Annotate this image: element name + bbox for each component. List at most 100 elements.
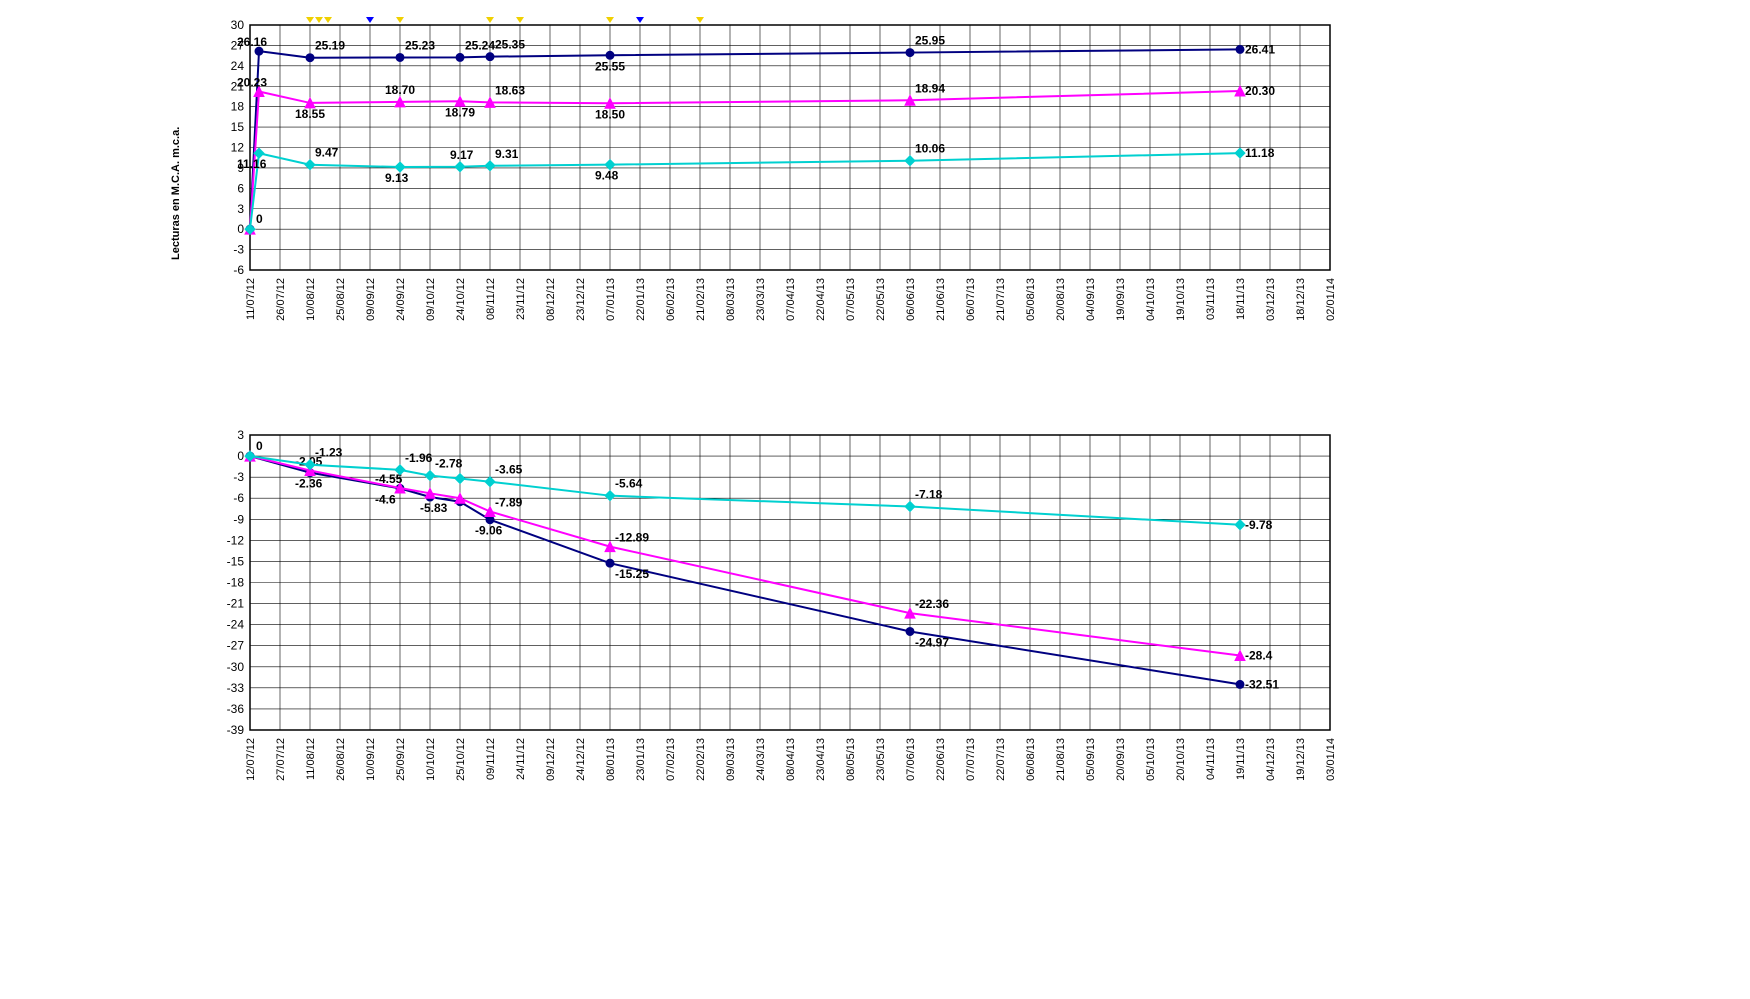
data-point-label: -5.83: [420, 501, 448, 515]
chart-1-svg: -6-303691215182124273011/07/1226/07/1210…: [200, 10, 1400, 340]
x-tick-label: 06/08/13: [1025, 738, 1037, 781]
y-tick-label: 18: [231, 100, 245, 114]
data-point-label: 9.47: [315, 146, 339, 160]
x-tick-label: 08/05/13: [845, 738, 857, 781]
x-tick-label: 23/11/12: [515, 278, 527, 320]
x-tick-label: 10/08/12: [305, 278, 317, 321]
y-tick-label: -9: [233, 512, 244, 526]
x-tick-label: 19/12/13: [1295, 738, 1307, 781]
x-tick-label: 04/09/13: [1085, 278, 1097, 321]
x-tick-label: 11/07/12: [245, 278, 257, 320]
data-point-label: 25.95: [915, 34, 945, 48]
x-tick-label: 10/10/12: [425, 738, 437, 781]
x-tick-label: 05/08/13: [1025, 278, 1037, 321]
y-tick-label: -3: [233, 470, 244, 484]
y-tick-label: 6: [237, 181, 244, 195]
y-tick-label: -6: [233, 491, 244, 505]
chart1-y-axis-label: Lecturas en M.C.A. m.c.a.: [170, 127, 182, 260]
x-tick-label: 07/06/13: [905, 738, 917, 781]
x-tick-label: 10/09/12: [365, 738, 377, 781]
data-point-label: 20.23: [237, 75, 267, 89]
chart-2-svg: -39-36-33-30-27-24-21-18-15-12-9-6-30312…: [200, 420, 1400, 800]
data-point-label: 18.94: [915, 81, 945, 95]
x-tick-label: 18/11/13: [1235, 278, 1247, 320]
x-tick-label: 19/11/13: [1235, 738, 1247, 780]
data-point-label: 11.16: [237, 157, 267, 171]
x-tick-label: 25/10/12: [455, 738, 467, 781]
x-tick-label: 25/09/12: [395, 738, 407, 781]
y-tick-label: 3: [237, 428, 244, 442]
x-tick-label: 23/05/13: [875, 738, 887, 781]
x-tick-label: 04/11/13: [1205, 738, 1217, 780]
data-point-label: -1.96: [405, 451, 433, 465]
x-tick-label: 21/07/13: [995, 278, 1007, 321]
x-tick-label: 24/09/12: [395, 278, 407, 321]
x-tick-label: 22/07/13: [995, 738, 1007, 781]
data-point-label: -24.97: [915, 635, 949, 649]
data-point-label: -7.89: [495, 495, 523, 509]
y-tick-label: 3: [237, 202, 244, 216]
top-marker-icon: [486, 17, 494, 23]
x-tick-label: 21/02/13: [695, 278, 707, 321]
x-tick-label: 07/05/13: [845, 278, 857, 321]
data-point-label: -9.78: [1245, 518, 1273, 532]
x-tick-label: 08/01/13: [605, 738, 617, 781]
x-tick-label: 19/09/13: [1115, 278, 1127, 321]
x-tick-label: 07/07/13: [965, 738, 977, 781]
y-tick-label: -39: [227, 723, 245, 737]
y-tick-label: -24: [227, 618, 245, 632]
x-tick-label: 03/01/14: [1325, 738, 1337, 781]
x-tick-label: 09/10/12: [425, 278, 437, 321]
data-point-label: 18.63: [495, 83, 525, 97]
data-point-label: 25.55: [595, 59, 625, 73]
data-point-label: 9.48: [595, 169, 619, 183]
x-tick-label: 02/01/14: [1325, 278, 1337, 321]
data-point-label: 25.19: [315, 39, 345, 53]
x-tick-label: 18/12/13: [1295, 278, 1307, 321]
y-tick-label: 30: [231, 18, 245, 32]
data-point-label: -22.36: [915, 597, 949, 611]
data-point-label: 18.55: [295, 107, 325, 121]
data-point-label: 18.79: [445, 105, 475, 119]
x-tick-label: 27/07/12: [275, 738, 287, 781]
x-tick-label: 09/11/12: [485, 738, 497, 780]
x-tick-label: 20/10/13: [1175, 738, 1187, 781]
data-point-label: -5.64: [615, 477, 643, 491]
data-point-label: -12.89: [615, 531, 649, 545]
x-tick-label: 11/08/12: [305, 738, 317, 780]
data-point-label: -1.23: [315, 446, 343, 460]
charts-container: Lecturas en M.C.A. m.c.a. -6-30369121518…: [0, 0, 1750, 800]
x-tick-label: 04/12/13: [1265, 738, 1277, 781]
top-marker-icon: [516, 17, 524, 23]
data-point-label: 9.13: [385, 171, 409, 185]
y-tick-label: 24: [231, 59, 245, 73]
data-point-label: -9.06: [475, 524, 503, 538]
data-point-label: -2.36: [295, 477, 323, 491]
x-tick-label: 07/04/13: [785, 278, 797, 321]
x-tick-label: 19/10/13: [1175, 278, 1187, 321]
data-point-label: 9.17: [450, 148, 474, 162]
y-tick-label: -15: [227, 554, 245, 568]
y-tick-label: -18: [227, 576, 245, 590]
chart-2: -39-36-33-30-27-24-21-18-15-12-9-6-30312…: [200, 420, 1750, 800]
data-point-label: 18.70: [385, 83, 415, 97]
data-point-label: -3.65: [495, 463, 523, 477]
x-tick-label: 24/03/13: [755, 738, 767, 781]
data-point-label: 26.16: [237, 35, 267, 49]
top-marker-icon: [315, 17, 323, 23]
data-point-label: -2.78: [435, 457, 463, 471]
data-point-label: 20.30: [1245, 84, 1275, 98]
data-point-label: 25.24: [465, 38, 495, 52]
x-tick-label: 23/12/12: [575, 278, 587, 321]
x-tick-label: 08/04/13: [785, 738, 797, 781]
data-point-label: -7.18: [915, 488, 943, 502]
top-marker-icon: [606, 17, 614, 23]
x-tick-label: 03/11/13: [1205, 278, 1217, 320]
y-tick-label: -30: [227, 660, 245, 674]
y-tick-label: -27: [227, 639, 245, 653]
x-tick-label: 24/11/12: [515, 738, 527, 780]
x-tick-label: 22/05/13: [875, 278, 887, 321]
top-marker-icon: [324, 17, 332, 23]
data-point-label: 9.31: [495, 147, 519, 161]
y-tick-label: -12: [227, 533, 245, 547]
